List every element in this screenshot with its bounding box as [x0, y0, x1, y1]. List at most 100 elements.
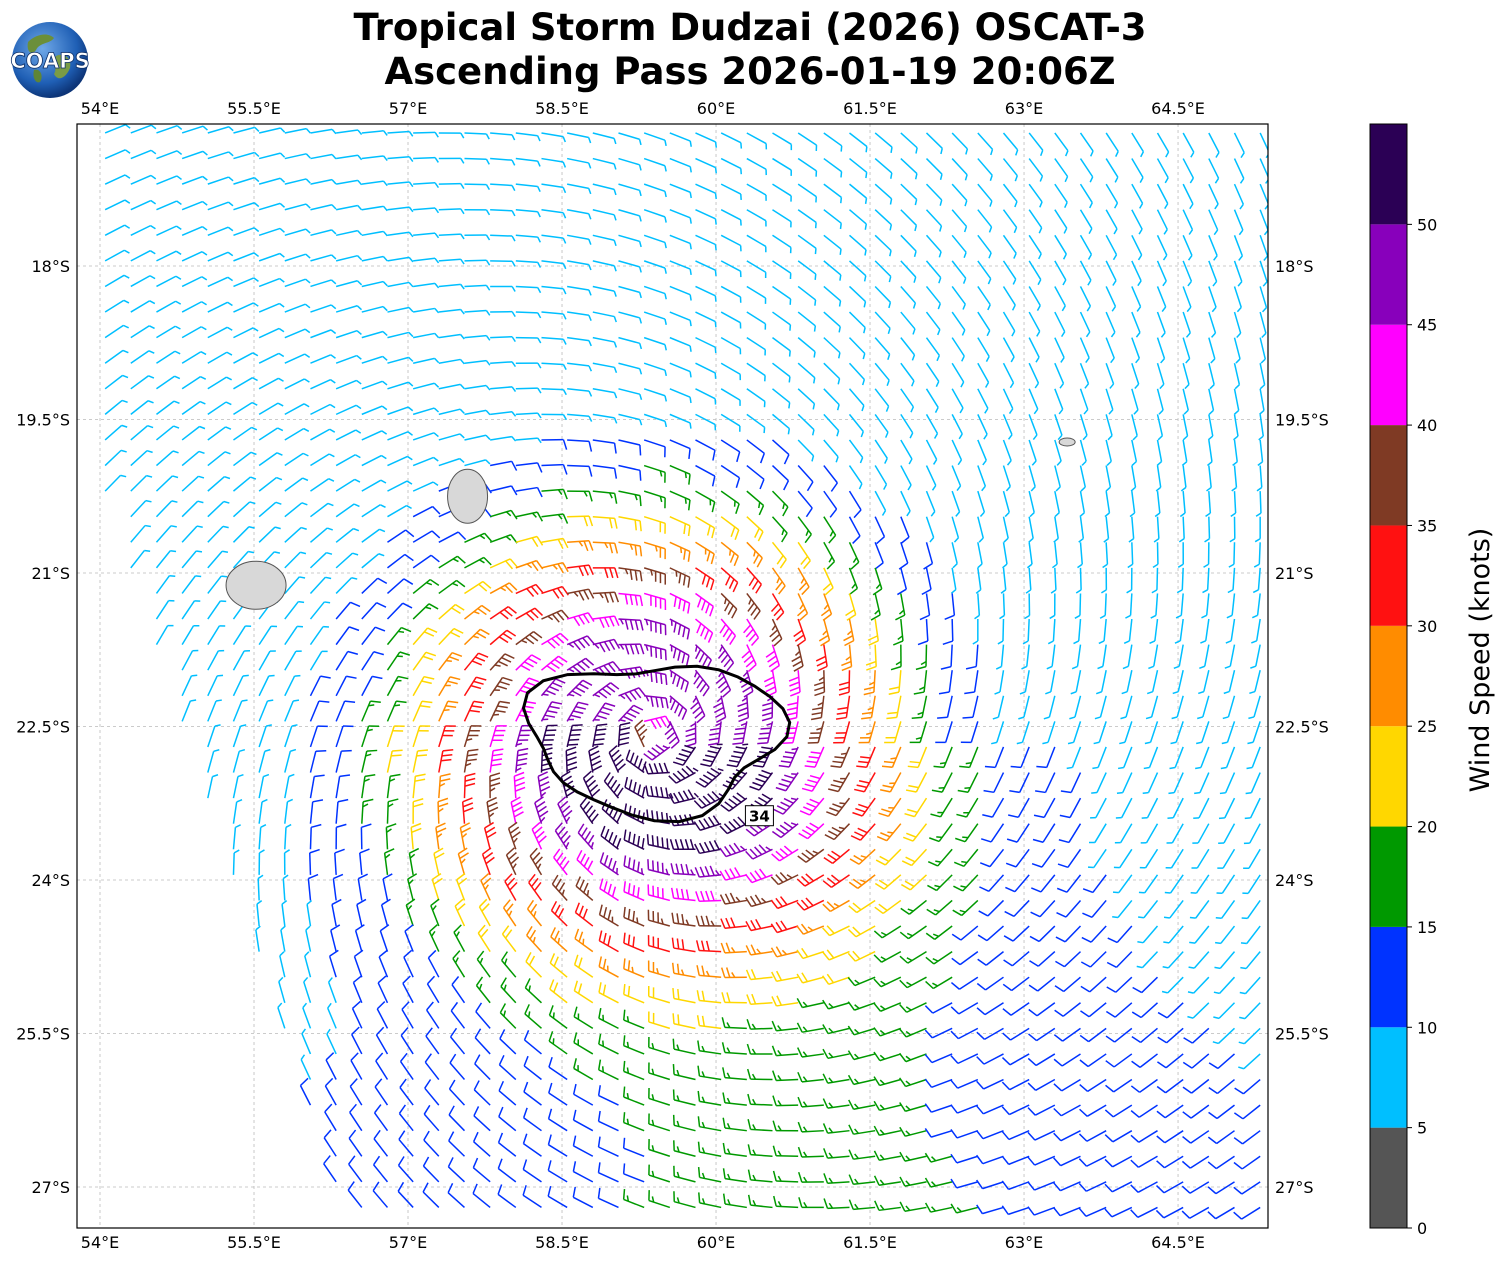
- wind-barb: [413, 131, 439, 138]
- wind-barb: [771, 995, 799, 1007]
- wind-barb: [233, 151, 260, 160]
- wind-barb: [207, 500, 230, 518]
- wind-barb: [848, 362, 866, 386]
- wind-barb: [950, 1027, 979, 1040]
- wind-barb: [334, 848, 345, 875]
- wind-barb: [1116, 772, 1133, 794]
- wind-barb: [732, 721, 748, 745]
- wind-barb: [181, 450, 205, 467]
- colorbar-swatch: [1370, 826, 1407, 927]
- map-frame: [76, 123, 1269, 1229]
- wind-barb: [233, 252, 260, 262]
- wind-barb: [1208, 1104, 1235, 1120]
- wind-barb: [915, 644, 928, 671]
- wind-barb: [1181, 1181, 1210, 1194]
- wind-barb: [664, 721, 680, 749]
- wind-barb: [1156, 183, 1169, 209]
- wind-barb: [772, 388, 791, 409]
- wind-barb: [1027, 1155, 1056, 1166]
- wind-barb: [873, 1027, 902, 1037]
- wind-barb: [1233, 183, 1245, 210]
- wind-barb: [797, 541, 811, 570]
- wind-barb: [464, 259, 491, 266]
- lat-tick-label-left: 19.5°S: [16, 410, 70, 429]
- wind-barb: [489, 629, 517, 646]
- wind-barb: [778, 746, 799, 768]
- wind-barb: [1251, 593, 1261, 619]
- wind-barb: [1138, 899, 1159, 919]
- wind-barb: [874, 132, 893, 154]
- wind-barb: [708, 721, 722, 746]
- wind-barb: [673, 1191, 696, 1209]
- wind-barb: [745, 918, 773, 932]
- wind-barb: [668, 765, 699, 784]
- wind-barb: [797, 132, 818, 151]
- wind-barb: [277, 1002, 286, 1029]
- wind-barb: [1079, 362, 1090, 389]
- wind-barb: [541, 537, 569, 549]
- wind-barb: [874, 362, 890, 386]
- wind-barb: [307, 873, 319, 901]
- wind-barb: [155, 425, 180, 441]
- wind-barb: [648, 985, 671, 1004]
- wind-barb: [900, 158, 918, 180]
- wind-barb: [567, 311, 592, 321]
- wind-barb: [423, 1130, 440, 1157]
- wind-barb: [284, 748, 297, 773]
- wind-barb: [772, 209, 792, 228]
- wind-barb: [634, 719, 648, 748]
- wind-barb: [335, 774, 351, 799]
- wind-barb: [526, 899, 543, 927]
- wind-barb: [1182, 388, 1189, 415]
- wind-barb: [669, 567, 691, 588]
- wind-barb: [359, 848, 370, 875]
- wind-barb: [1249, 670, 1261, 695]
- wind-barb: [1182, 1104, 1210, 1119]
- wind-barb: [1150, 593, 1159, 619]
- wind-barb: [648, 1011, 671, 1030]
- wind-barb: [822, 999, 850, 1010]
- wind-barb: [1107, 925, 1133, 944]
- wind-barb: [1238, 1027, 1261, 1045]
- wind-barb: [232, 699, 248, 722]
- wind-barb: [515, 234, 541, 243]
- wind-barb: [823, 516, 837, 544]
- wind-barb: [207, 699, 222, 722]
- wind-barb: [700, 743, 723, 767]
- wind-barb: [412, 627, 438, 646]
- wind-barb: [361, 651, 384, 671]
- wind-barb: [672, 1114, 696, 1132]
- wind-barb: [387, 281, 414, 288]
- wind-barb: [181, 225, 208, 236]
- wind-barb: [720, 592, 738, 619]
- wind-barb: [412, 725, 431, 748]
- wind-barb: [924, 1202, 953, 1213]
- wind-barb: [618, 157, 642, 171]
- wind-barb: [1027, 1206, 1056, 1216]
- wind-barb: [361, 280, 388, 288]
- wind-barb: [500, 977, 517, 1004]
- wind-barb: [643, 762, 670, 775]
- wind-barb: [643, 132, 667, 147]
- wind-barb: [955, 823, 979, 843]
- wind-barb: [305, 925, 312, 952]
- wind-barb: [566, 635, 595, 651]
- wind-barb: [848, 1174, 876, 1185]
- wind-barb: [412, 798, 424, 824]
- wind-barb: [284, 203, 311, 211]
- island-3: [1058, 437, 1076, 447]
- wind-barb: [900, 234, 917, 257]
- wind-barb: [1042, 721, 1056, 745]
- wind-barb: [1080, 951, 1107, 968]
- wind-barb: [1173, 644, 1184, 670]
- wind-barb: [1002, 1027, 1030, 1041]
- wind-barb: [1193, 797, 1210, 820]
- wind-barb: [309, 576, 332, 594]
- wind-barb: [820, 593, 833, 621]
- wind-barb: [473, 1080, 491, 1106]
- wind-barb: [233, 126, 260, 134]
- wind-barb: [130, 499, 152, 518]
- wind-barb: [1228, 542, 1236, 568]
- wind-barb: [597, 1162, 619, 1183]
- wind-barb: [361, 675, 383, 697]
